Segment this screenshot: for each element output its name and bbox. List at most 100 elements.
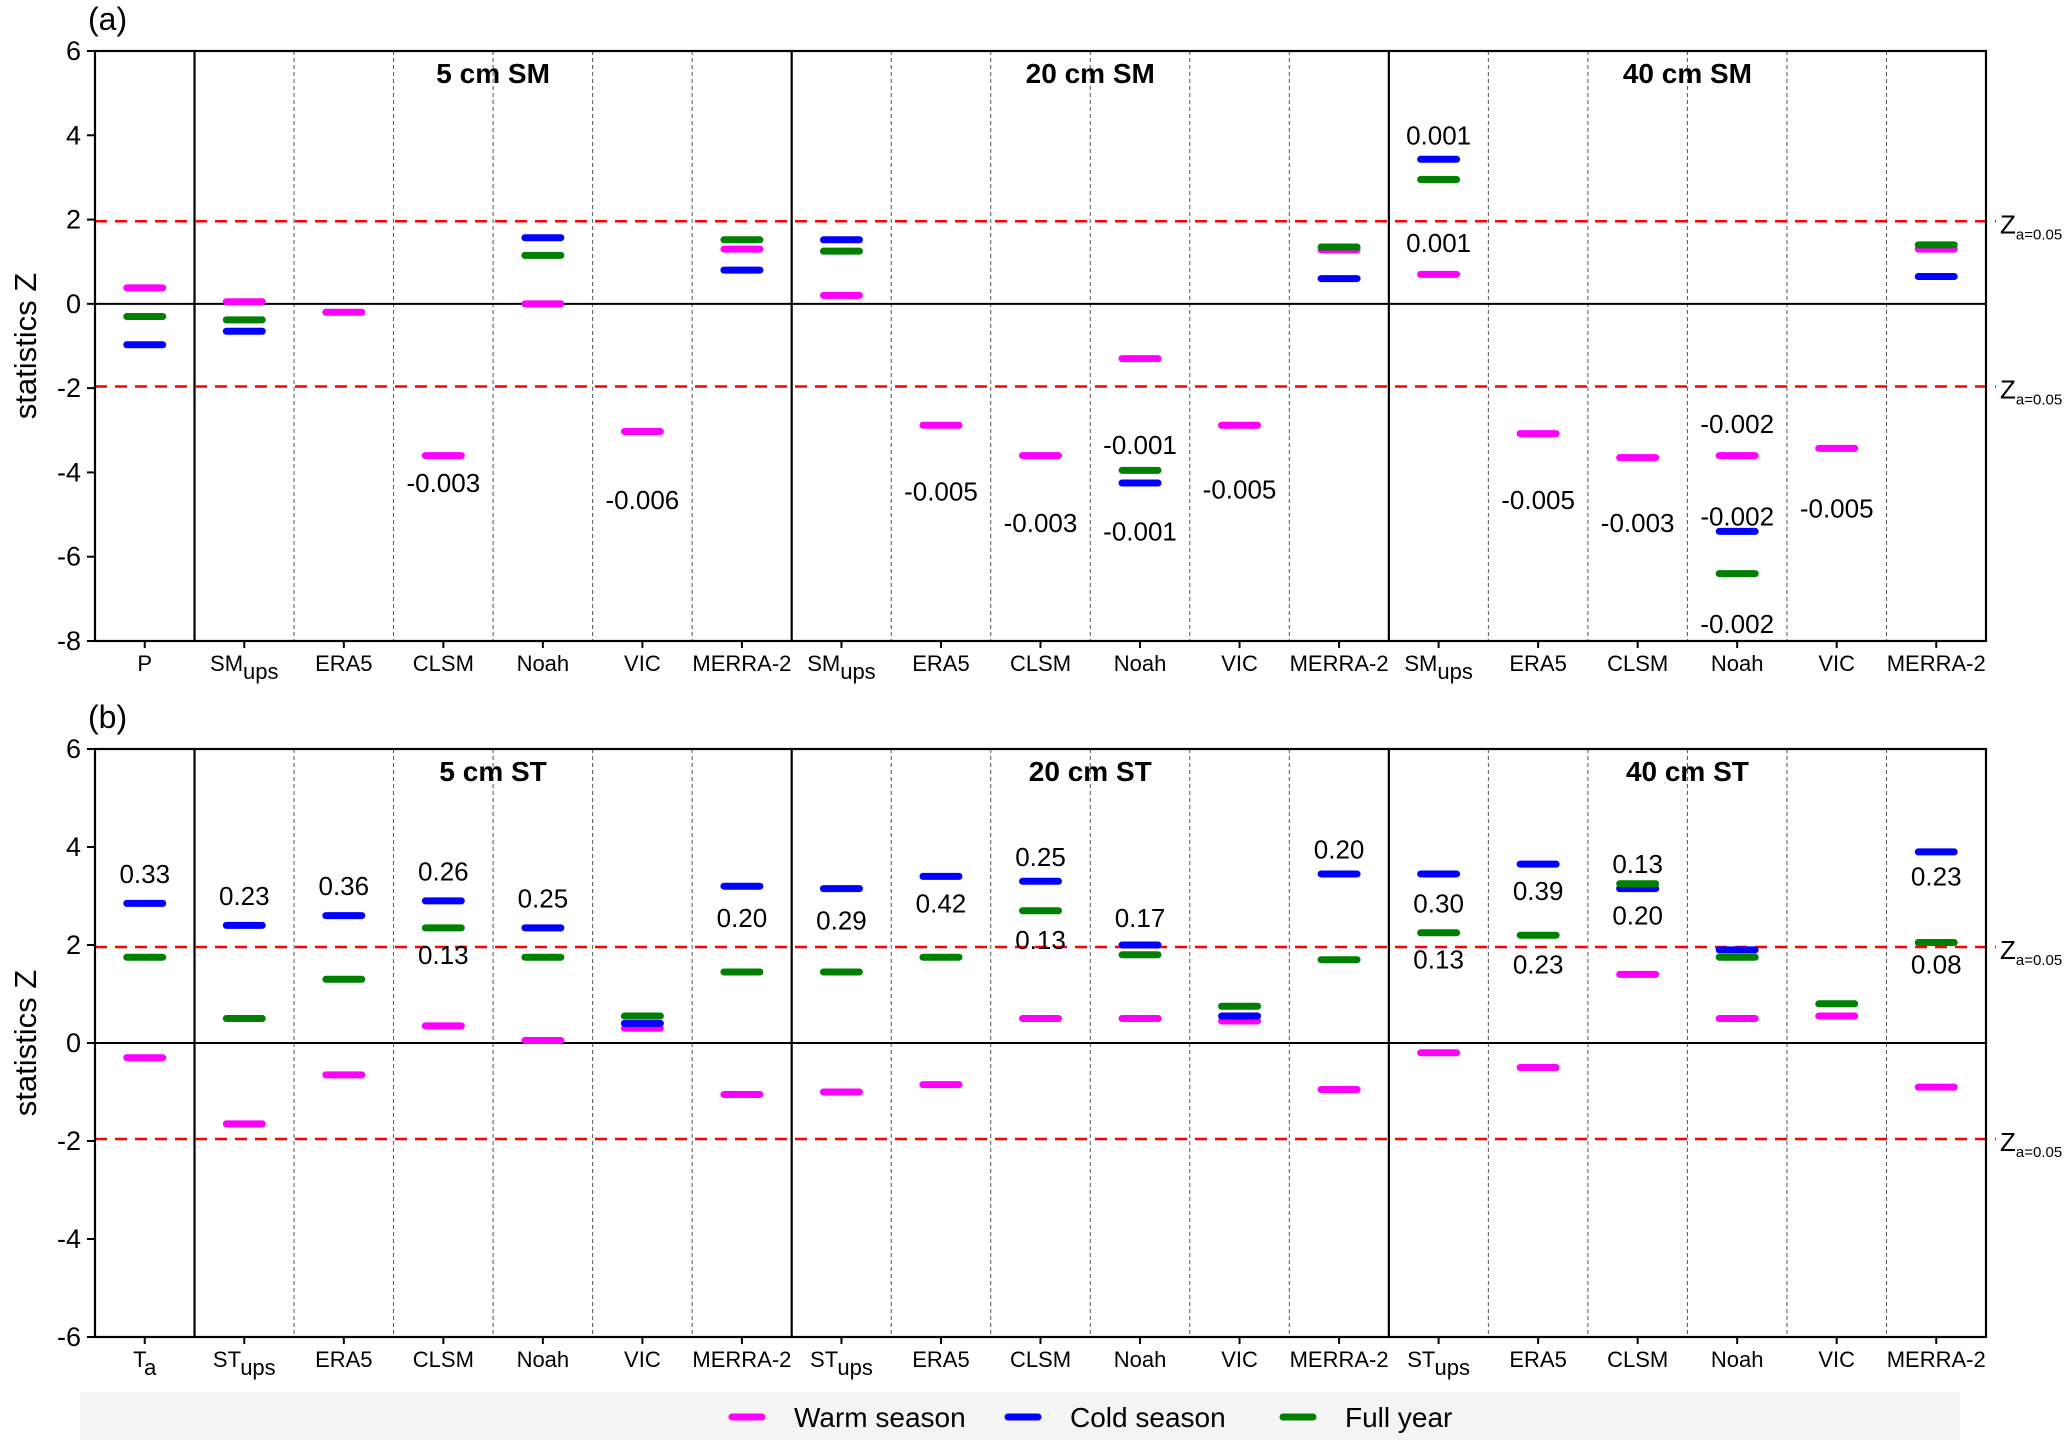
annotation-label: 0.13 xyxy=(418,940,469,970)
legend-label: Warm season xyxy=(794,1402,966,1433)
panel-b: (b)statistics ZZa=0.05Za=0.05-6-4-20246T… xyxy=(8,699,2062,1380)
category-label: Noah xyxy=(1711,1347,1764,1372)
category-label: MERRA-2 xyxy=(1290,1347,1389,1372)
annotation-label: 0.36 xyxy=(319,871,370,901)
group-title: 40 cm SM xyxy=(1623,58,1752,89)
annotation-label: -0.003 xyxy=(406,468,480,498)
annotation-label: 0.13 xyxy=(1413,945,1464,975)
y-tick-label: 2 xyxy=(66,930,81,960)
category-label: Noah xyxy=(1711,651,1764,676)
y-tick-label: -8 xyxy=(57,626,81,656)
annotation-label: 0.25 xyxy=(518,883,569,913)
category-label-sub: ups xyxy=(243,659,278,684)
category-label: MERRA-2 xyxy=(692,1347,791,1372)
annotation-label: 0.23 xyxy=(219,881,270,911)
group-title: 5 cm SM xyxy=(436,58,550,89)
annotation-label: 0.33 xyxy=(119,859,170,889)
category-label: ERA5 xyxy=(1509,651,1566,676)
annotation-label: 0.13 xyxy=(1015,925,1066,955)
category-label: VIC xyxy=(624,1347,661,1372)
annotation-label: 0.39 xyxy=(1513,876,1564,906)
y-tick-label: -2 xyxy=(57,1126,81,1156)
category-label: ERA5 xyxy=(912,1347,969,1372)
category-label: ERA5 xyxy=(315,651,372,676)
annotation-label: 0.23 xyxy=(1911,861,1962,891)
y-tick-label: 6 xyxy=(66,734,81,764)
annotation-label: -0.002 xyxy=(1700,609,1774,639)
y-axis-label: statistics Z xyxy=(8,273,43,419)
threshold-label-sub: a=0.05 xyxy=(2016,226,2062,243)
category-label: P xyxy=(137,651,152,676)
annotation-label: 0.42 xyxy=(916,888,967,918)
category-label: CLSM xyxy=(1607,651,1668,676)
category-label: VIC xyxy=(1818,1347,1855,1372)
annotation-label: 0.20 xyxy=(1314,834,1365,864)
category-label-sub: ups xyxy=(1437,659,1472,684)
category-label: MERRA-2 xyxy=(1887,1347,1986,1372)
annotation-label: -0.001 xyxy=(1103,430,1177,460)
category-label-sub: ups xyxy=(840,659,875,684)
annotation-label: 0.23 xyxy=(1513,950,1564,980)
group-title: 20 cm SM xyxy=(1026,58,1155,89)
y-tick-label: 4 xyxy=(66,120,81,150)
annotation-label: -0.002 xyxy=(1700,502,1774,532)
annotation-label: -0.001 xyxy=(1103,516,1177,546)
annotation-label: 0.001 xyxy=(1406,120,1471,150)
panel-label: (b) xyxy=(88,699,127,735)
annotation-label: 0.26 xyxy=(418,857,469,887)
category-label: MERRA-2 xyxy=(1887,651,1986,676)
annotation-label: 0.08 xyxy=(1911,950,1962,980)
legend: Warm season Cold season Full year xyxy=(80,1392,1960,1440)
annotation-label: -0.003 xyxy=(1004,508,1078,538)
annotation-label: -0.005 xyxy=(1800,493,1874,523)
y-tick-label: -4 xyxy=(57,457,81,487)
category-label: VIC xyxy=(1221,1347,1258,1372)
category-label: ERA5 xyxy=(1509,1347,1566,1372)
y-tick-label: -4 xyxy=(57,1224,81,1254)
annotation-label: 0.29 xyxy=(816,906,867,936)
legend-label: Full year xyxy=(1345,1402,1452,1433)
threshold-label-sub: a=0.05 xyxy=(2016,1144,2062,1161)
category-label: CLSM xyxy=(1607,1347,1668,1372)
y-tick-label: -2 xyxy=(57,373,81,403)
group-title: 20 cm ST xyxy=(1029,756,1152,787)
category-label: VIC xyxy=(1818,651,1855,676)
annotation-label: 0.13 xyxy=(1612,849,1663,879)
y-tick-label: -6 xyxy=(57,542,81,572)
threshold-label-sub: a=0.05 xyxy=(2016,952,2062,969)
y-tick-label: -6 xyxy=(57,1322,81,1352)
annotation-label: 0.30 xyxy=(1413,888,1464,918)
category-label: Noah xyxy=(517,651,570,676)
category-label: CLSM xyxy=(1010,651,1071,676)
group-title: 40 cm ST xyxy=(1626,756,1749,787)
category-label-sub: ups xyxy=(1435,1355,1470,1380)
annotation-label: -0.005 xyxy=(1501,485,1575,515)
category-label: VIC xyxy=(1221,651,1258,676)
panel-label: (a) xyxy=(88,1,127,37)
category-label-sub: ups xyxy=(240,1355,275,1380)
panel-a: (a)statistics ZZa=0.05Za=0.05-8-6-4-2024… xyxy=(8,1,2062,684)
legend-label: Cold season xyxy=(1070,1402,1226,1433)
y-tick-label: 0 xyxy=(66,1028,81,1058)
y-tick-label: 6 xyxy=(66,36,81,66)
annotation-label: -0.003 xyxy=(1601,508,1675,538)
threshold-label-sub: a=0.05 xyxy=(2016,391,2062,408)
y-tick-label: 2 xyxy=(66,205,81,235)
annotation-label: -0.006 xyxy=(606,485,680,515)
annotation-label: 0.001 xyxy=(1406,228,1471,258)
category-label: MERRA-2 xyxy=(692,651,791,676)
annotation-label: -0.005 xyxy=(904,476,978,506)
category-label-sub: ups xyxy=(837,1355,872,1380)
category-label: Noah xyxy=(517,1347,570,1372)
category-label: CLSM xyxy=(413,1347,474,1372)
annotation-label: -0.002 xyxy=(1700,409,1774,439)
category-label: VIC xyxy=(624,651,661,676)
category-label: Noah xyxy=(1114,1347,1167,1372)
annotation-label: 0.20 xyxy=(717,903,768,933)
y-axis-label: statistics Z xyxy=(8,970,43,1116)
annotation-label: 0.17 xyxy=(1115,903,1166,933)
y-tick-label: 4 xyxy=(66,832,81,862)
category-label: CLSM xyxy=(1010,1347,1071,1372)
annotation-label: 0.25 xyxy=(1015,842,1066,872)
